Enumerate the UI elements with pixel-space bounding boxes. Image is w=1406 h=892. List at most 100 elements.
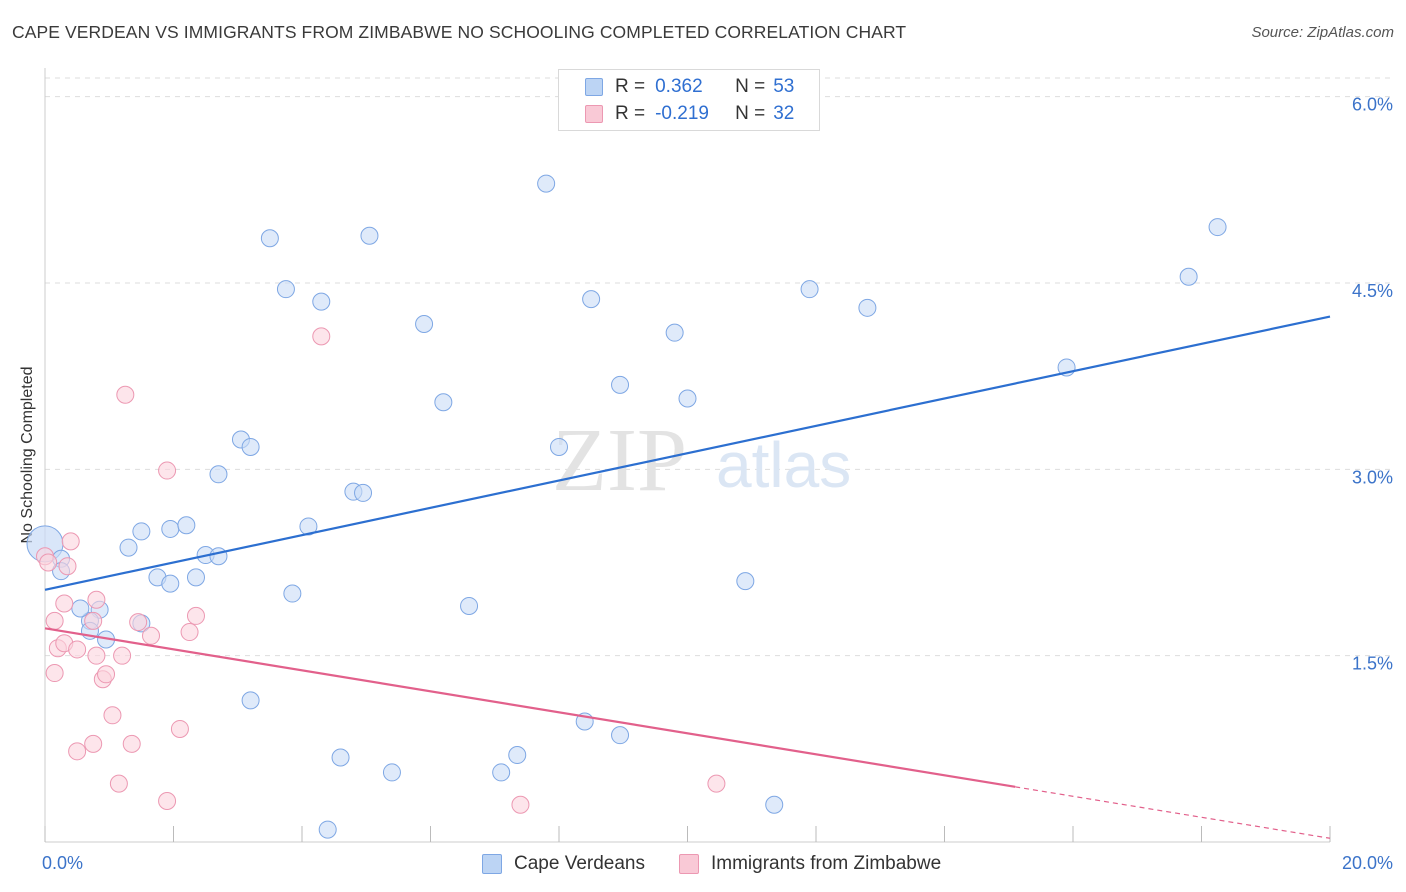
series-label: Cape Verdeans <box>514 853 645 874</box>
point-zimbabwe <box>61 532 80 551</box>
legend-r-value: -0.219 <box>655 103 709 124</box>
trend-line-extension <box>1015 786 1331 839</box>
point-cape-verdeans <box>360 226 379 245</box>
point-cape-verdeans <box>177 516 196 535</box>
point-cape-verdeans <box>161 519 180 538</box>
point-cape-verdeans <box>460 596 479 615</box>
point-zimbabwe <box>109 774 128 793</box>
y-tick-label: 4.5% <box>1352 281 1393 301</box>
point-cape-verdeans <box>299 517 318 536</box>
legend-r-label: R = <box>615 103 646 124</box>
series-legend-zimbabwe: Immigrants from Zimbabwe <box>679 853 941 875</box>
point-cape-verdeans <box>318 820 337 839</box>
point-zimbabwe <box>170 719 189 738</box>
point-zimbabwe <box>312 327 331 346</box>
point-cape-verdeans <box>415 314 434 333</box>
series-swatch-pink <box>679 854 699 874</box>
point-zimbabwe <box>55 594 74 613</box>
legend-swatch-blue <box>585 78 603 96</box>
trend-line-zimbabwe <box>44 627 1016 788</box>
y-tick-label: 3.0% <box>1352 467 1393 487</box>
point-zimbabwe <box>68 640 87 659</box>
point-cape-verdeans <box>241 437 260 456</box>
point-zimbabwe <box>129 613 148 632</box>
point-cape-verdeans <box>209 547 228 566</box>
legend-r-label: R = <box>615 76 646 97</box>
legend-n-label: N = <box>735 103 766 124</box>
point-cape-verdeans <box>537 174 556 193</box>
point-cape-verdeans <box>276 280 295 299</box>
point-zimbabwe <box>45 611 64 630</box>
series-label: Immigrants from Zimbabwe <box>711 853 942 874</box>
point-zimbabwe <box>186 606 205 625</box>
x-tick-label-max: 20.0% <box>1342 853 1393 873</box>
point-cape-verdeans <box>1208 218 1227 237</box>
point-cape-verdeans <box>186 568 205 587</box>
legend-n-value: 53 <box>773 76 795 97</box>
chart-title: CAPE VERDEAN VS IMMIGRANTS FROM ZIMBABWE… <box>12 22 907 42</box>
x-tick-label-min: 0.0% <box>42 853 83 873</box>
point-zimbabwe <box>116 385 135 404</box>
point-cape-verdeans <box>492 763 511 782</box>
point-zimbabwe <box>158 461 177 480</box>
point-zimbabwe <box>180 623 199 642</box>
point-cape-verdeans <box>260 229 279 248</box>
point-zimbabwe <box>142 626 161 645</box>
point-zimbabwe <box>707 774 726 793</box>
legend-n-value: 32 <box>773 103 795 124</box>
point-cape-verdeans <box>382 763 401 782</box>
point-cape-verdeans <box>71 599 90 618</box>
point-zimbabwe <box>87 590 106 609</box>
series-swatch-blue <box>482 854 502 874</box>
point-cape-verdeans <box>736 572 755 591</box>
legend-row-cape-verdeans: R = 0.362 N = 53 <box>585 76 794 98</box>
y-tick-label: 6.0% <box>1352 95 1393 115</box>
correlation-legend: R = 0.362 N = 53 R = -0.219 N = 32 <box>558 69 820 131</box>
point-cape-verdeans <box>132 522 151 541</box>
point-zimbabwe <box>103 706 122 725</box>
point-cape-verdeans <box>354 483 373 502</box>
point-cape-verdeans <box>800 280 819 299</box>
point-zimbabwe <box>45 664 64 683</box>
watermark-atlas: atlas <box>716 429 851 501</box>
point-cape-verdeans <box>331 748 350 767</box>
point-cape-verdeans <box>765 795 784 814</box>
point-zimbabwe <box>113 646 132 665</box>
point-cape-verdeans <box>1179 267 1198 286</box>
legend-n-label: N = <box>735 76 766 97</box>
point-cape-verdeans <box>611 375 630 394</box>
point-cape-verdeans <box>550 437 568 456</box>
point-zimbabwe <box>84 611 103 630</box>
y-tick-label: 1.5% <box>1352 654 1393 674</box>
point-cape-verdeans <box>209 465 228 484</box>
series-legend-cape-verdeans: Cape Verdeans <box>482 853 645 875</box>
point-cape-verdeans <box>434 393 453 412</box>
series-legend: Cape Verdeans Immigrants from Zimbabwe <box>0 853 1406 877</box>
point-zimbabwe <box>84 734 103 753</box>
point-cape-verdeans <box>611 726 630 745</box>
trend-line-cape-verdeans <box>44 315 1331 591</box>
point-cape-verdeans <box>241 691 260 710</box>
point-zimbabwe <box>58 557 77 576</box>
point-cape-verdeans <box>283 584 302 603</box>
point-cape-verdeans <box>161 574 180 593</box>
point-zimbabwe <box>122 734 141 753</box>
legend-swatch-pink <box>585 105 603 123</box>
legend-row-zimbabwe: R = -0.219 N = 32 <box>585 103 794 125</box>
point-cape-verdeans <box>678 389 697 408</box>
legend-r-value: 0.362 <box>655 76 703 97</box>
point-cape-verdeans <box>665 323 684 342</box>
watermark-zip: ZIP <box>552 411 687 510</box>
point-zimbabwe <box>39 553 58 572</box>
point-cape-verdeans <box>508 746 527 765</box>
point-zimbabwe <box>511 795 530 814</box>
point-zimbabwe <box>97 665 116 684</box>
point-cape-verdeans <box>312 292 331 311</box>
source-credit: Source: ZipAtlas.com <box>1251 24 1394 41</box>
point-cape-verdeans <box>582 290 601 309</box>
point-zimbabwe <box>87 646 106 665</box>
point-cape-verdeans <box>119 538 138 557</box>
point-zimbabwe <box>68 742 87 761</box>
